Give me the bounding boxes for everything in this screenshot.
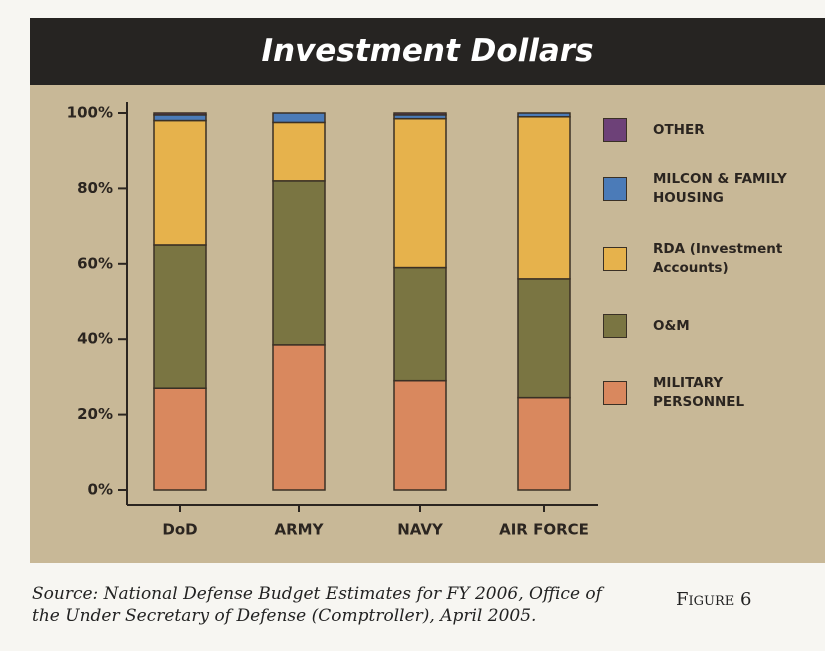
y-tick-label: 20% — [77, 405, 113, 423]
bar-segment — [517, 112, 571, 118]
chart-title: Investment Dollars — [30, 18, 825, 85]
legend-item: O&M — [603, 314, 813, 338]
x-tick-label: ARMY — [275, 521, 325, 539]
bar-segment — [517, 396, 571, 491]
legend-label: MILCON & FAMILY HOUSING — [653, 171, 787, 206]
legend-item: MILITARY PERSONNEL — [603, 374, 813, 412]
legend-item: MILCON & FAMILY HOUSING — [603, 170, 813, 208]
y-tick-label: 100% — [67, 104, 113, 122]
legend-label: OTHER — [653, 121, 705, 138]
y-tick-label: 60% — [77, 254, 113, 272]
legend-label: O&M — [653, 317, 690, 334]
legend-swatch — [603, 118, 627, 142]
x-tick-label: NAVY — [397, 521, 444, 539]
legend-swatch — [603, 247, 627, 271]
legend-label: MILITARY PERSONNEL — [653, 375, 745, 410]
legend-label: RDA (Investment Accounts) — [653, 241, 783, 276]
bar-segment — [153, 112, 207, 116]
bar-segment — [393, 266, 447, 382]
bar-segment — [153, 387, 207, 491]
bar-segment — [272, 344, 326, 491]
legend-swatch — [603, 314, 627, 338]
bar-segment — [517, 116, 571, 280]
legend-swatch — [603, 381, 627, 405]
bar-segment — [272, 112, 326, 124]
bar-segment — [393, 117, 447, 269]
bar-segment — [517, 278, 571, 399]
bar-segment — [153, 244, 207, 389]
y-tick-label: 0% — [88, 481, 113, 499]
bar-segment — [393, 112, 447, 116]
bar-segment — [393, 379, 447, 491]
bar-segment — [272, 180, 326, 346]
bar-segment — [272, 121, 326, 182]
y-tick-label: 40% — [77, 330, 113, 348]
legend-swatch — [603, 177, 627, 201]
source-note: Source: National Defense Budget Estimate… — [32, 584, 602, 626]
bar-segment — [153, 114, 207, 122]
figure-label: Figure 6 — [676, 589, 752, 610]
bar-segment — [153, 119, 207, 246]
x-tick-label: DoD — [162, 521, 197, 539]
y-tick-label: 80% — [77, 179, 113, 197]
legend-item: RDA (Investment Accounts) — [603, 240, 813, 278]
x-tick-label: AIR FORCE — [499, 521, 589, 539]
legend-item: OTHER — [603, 118, 813, 142]
